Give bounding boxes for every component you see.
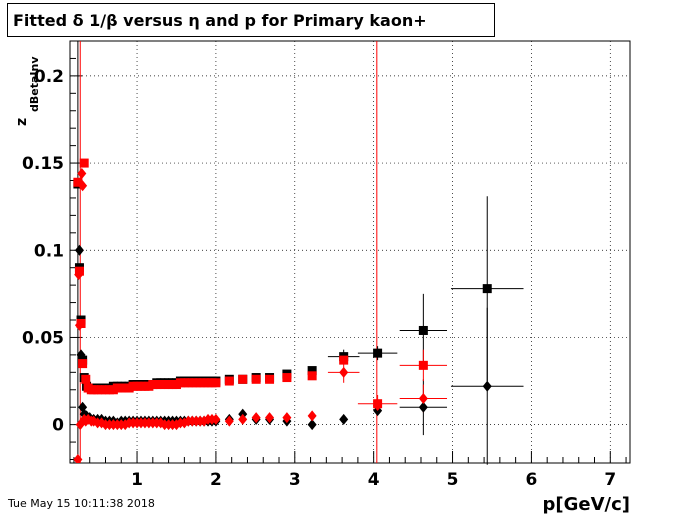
axis-ticks <box>70 40 627 463</box>
data-point-square <box>282 373 292 383</box>
data-point-diamond <box>307 410 317 422</box>
chart-title: Fitted δ 1/β versus η and p for Primary … <box>13 10 427 30</box>
x-tick-label: 1 <box>131 470 143 490</box>
data-point-square <box>78 359 88 369</box>
data-point-diamond <box>307 419 317 431</box>
y-tick-label: 0.2 <box>34 67 64 87</box>
x-tick-label: 5 <box>447 470 459 490</box>
data-point-diamond <box>77 168 87 180</box>
data-point-diamond <box>339 366 349 378</box>
series-black-square <box>73 179 492 393</box>
data-point-square <box>81 374 91 384</box>
data-point-square <box>339 355 349 365</box>
data-point-square <box>73 177 83 187</box>
x-tick-label: 4 <box>368 470 380 490</box>
x-tick-label: 3 <box>289 470 301 490</box>
data-point-diamond <box>74 269 84 281</box>
data-point-diamond <box>76 349 86 361</box>
data-point-diamond <box>74 244 84 256</box>
data-point-diamond <box>211 413 221 425</box>
data-point-diamond <box>282 412 292 424</box>
data-point-diamond <box>373 399 383 411</box>
data-point-diamond <box>418 392 428 404</box>
plot-frame <box>69 40 631 464</box>
x-tick-label: 6 <box>525 470 537 490</box>
data-point-square <box>482 284 492 294</box>
y-tick-label: 0.1 <box>34 241 64 261</box>
series-red-square <box>73 158 428 409</box>
chart-title-box: Fitted δ 1/β versus η and p for Primary … <box>7 3 495 37</box>
data-point-square <box>265 374 275 384</box>
data-point-square <box>373 348 383 358</box>
data-point-diamond <box>482 380 492 392</box>
data-point-square <box>224 376 234 386</box>
data-point-diamond <box>265 412 275 424</box>
data-point-diamond <box>339 413 349 425</box>
series-red-diamond <box>73 168 428 463</box>
data-point-diamond <box>73 454 83 463</box>
x-tick-label: 7 <box>604 470 616 490</box>
x-axis-label: p[GeV/c] <box>543 494 631 514</box>
data-point-square <box>251 374 261 384</box>
timestamp-label: Tue May 15 10:11:38 2018 <box>8 497 155 510</box>
y-tick-label: 0.15 <box>22 154 64 174</box>
data-point-diamond <box>224 415 234 427</box>
data-point-diamond <box>238 413 248 425</box>
data-point-square <box>307 366 317 376</box>
data-point-square <box>307 371 317 381</box>
data-point-square <box>418 360 428 370</box>
y-axis-label-subscript: dBetaInv <box>28 56 41 112</box>
data-point-diamond <box>74 319 84 331</box>
y-axis-label: z <box>14 118 30 126</box>
data-point-square <box>79 158 89 168</box>
series-black-diamond <box>74 244 492 431</box>
data-point-square <box>238 374 248 384</box>
data-point-square <box>418 325 428 335</box>
data-point-square <box>211 378 221 388</box>
data-point-diamond <box>78 180 88 192</box>
data-point-diamond <box>120 419 130 431</box>
y-tick-label: 0.05 <box>22 328 64 348</box>
data-point-diamond <box>251 412 261 424</box>
y-tick-label: 0 <box>52 416 64 436</box>
grid-lines <box>70 41 630 463</box>
data-point-diamond <box>418 401 428 413</box>
x-tick-label: 2 <box>210 470 222 490</box>
